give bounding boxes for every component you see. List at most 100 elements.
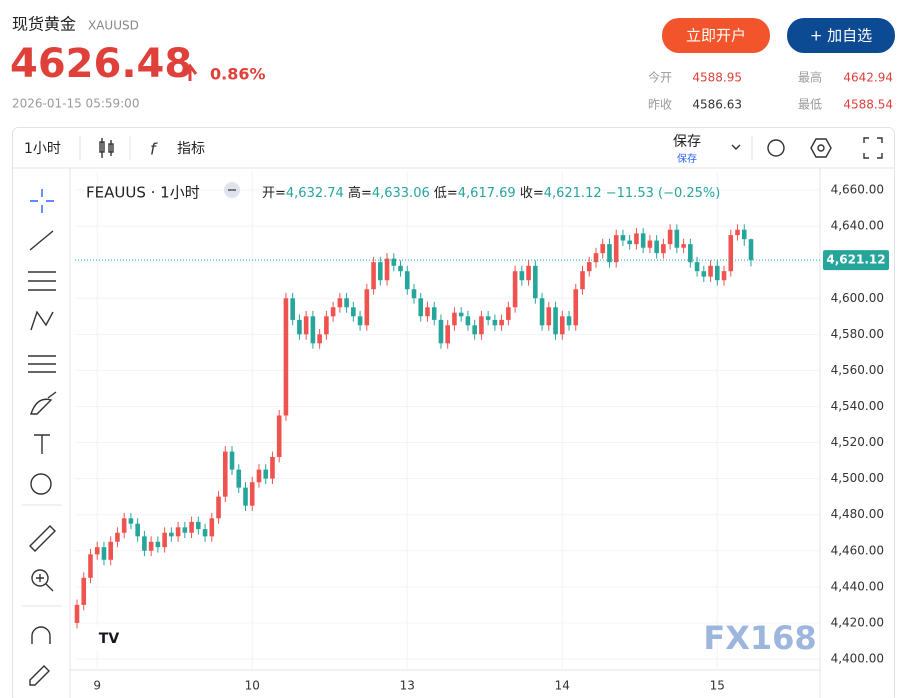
ohlc-label: 收=	[520, 186, 544, 201]
legend-title: FEAUUS · 1小时	[86, 184, 200, 202]
x-tick-label: 15	[710, 679, 725, 693]
candle-body	[661, 244, 666, 254]
watermark: FX168	[703, 619, 816, 657]
interval[interactable]: 1小时	[24, 141, 61, 157]
candle-body	[344, 298, 349, 308]
candle-body	[371, 262, 376, 290]
candle-body	[539, 298, 545, 326]
candle-body	[748, 239, 754, 261]
candle-body	[249, 482, 255, 506]
magnet-tool[interactable]	[31, 626, 51, 644]
candle-body	[155, 541, 161, 548]
ohlc-legend: 开=4,632.74 高=4,633.06 低=4,617.69 收=4,621…	[262, 185, 720, 201]
lock-tool[interactable]	[29, 665, 50, 686]
settings-icon[interactable]	[810, 138, 832, 158]
up-arrow	[182, 63, 198, 81]
watchlist-button[interactable]	[787, 18, 895, 53]
zoom-tool[interactable]	[31, 569, 49, 587]
candle-body	[364, 289, 370, 326]
candle-body	[290, 298, 295, 320]
candle-body	[148, 541, 154, 551]
candle-body	[337, 298, 343, 308]
open-account-button[interactable]	[662, 18, 770, 53]
crosshair-tool[interactable]	[30, 189, 54, 213]
stat-value: 4588.95	[692, 71, 742, 85]
candle-body	[458, 312, 464, 317]
candle-body	[728, 235, 734, 272]
emoji-tool[interactable]	[30, 473, 52, 495]
ruler-tool[interactable]	[29, 525, 56, 552]
candle-body	[418, 298, 424, 317]
stat-value: 4586.63	[692, 98, 742, 112]
candle-body	[674, 229, 680, 248]
candle-body	[708, 265, 713, 277]
y-tick-label: 4,520.00	[831, 435, 884, 449]
candle-body	[492, 319, 498, 326]
y-tick-label: 4,460.00	[831, 543, 884, 557]
x-tick-label: 10	[245, 679, 260, 693]
candle-body	[721, 271, 727, 281]
candle-body	[108, 541, 113, 560]
brush-tool[interactable]	[30, 391, 57, 415]
candle-body	[391, 258, 397, 266]
candle-body	[553, 307, 558, 335]
candle-body	[681, 244, 686, 248]
trend-line-tool[interactable]	[29, 230, 54, 251]
candle-body	[607, 244, 612, 263]
candle-body	[559, 316, 565, 335]
last-price-label: 4,621.12	[826, 253, 885, 267]
fx-icon[interactable]: f	[150, 140, 158, 159]
candle-body	[182, 527, 188, 533]
open-account-label[interactable]: 立即开户	[686, 27, 746, 45]
indicators[interactable]: 指标	[177, 141, 205, 157]
y-tick-label: 4,580.00	[831, 327, 884, 341]
candle-body	[600, 244, 606, 254]
projection-tool[interactable]	[28, 355, 56, 373]
candle-body	[270, 456, 275, 479]
candle-body	[634, 233, 639, 245]
candle-body	[115, 532, 120, 542]
watchlist-label[interactable]: + 加自选	[810, 27, 872, 45]
text-tool[interactable]	[34, 434, 50, 454]
candle-body	[694, 262, 700, 272]
candle-body	[452, 312, 457, 326]
candle-body	[297, 319, 302, 335]
save[interactable]: 保存	[673, 134, 701, 150]
ohlc-value: 4,621.12	[544, 186, 602, 201]
candle-body	[701, 271, 707, 277]
y-tick-label: 4,600.00	[831, 291, 884, 305]
candle-body	[573, 289, 579, 326]
candle-body	[101, 547, 107, 560]
settings-icon-dot	[817, 144, 825, 152]
candle-body	[688, 244, 693, 263]
y-tick-label: 4,400.00	[831, 651, 884, 665]
fullscreen-icon[interactable]	[863, 137, 883, 159]
candle-body	[465, 316, 471, 326]
candle-body	[202, 529, 208, 537]
ohlc-value: 4,633.06	[372, 186, 430, 201]
tv-logo: TV	[99, 631, 120, 647]
candle-body	[256, 469, 262, 483]
candle-body	[243, 487, 248, 506]
candle-body	[519, 271, 525, 281]
candle-body	[431, 307, 437, 320]
fib-tool[interactable]	[28, 271, 56, 291]
candle-body	[142, 536, 147, 551]
candle-body	[586, 262, 592, 272]
pattern-tool[interactable]	[30, 310, 54, 331]
last-price-tag	[823, 250, 889, 271]
candle-body	[512, 271, 518, 308]
timestamp: 2026-01-15 05:59:00	[12, 97, 139, 111]
candle-body	[640, 233, 646, 248]
candle-body	[404, 271, 410, 290]
candle-body	[196, 521, 201, 530]
price: 4626.48	[10, 41, 192, 87]
candle-body	[135, 523, 140, 537]
chevron[interactable]	[731, 144, 741, 150]
quick-search-icon[interactable]	[767, 139, 785, 157]
candle-body	[216, 496, 221, 519]
candle-body	[74, 604, 80, 623]
candle-body	[162, 532, 167, 548]
candle-type-icon[interactable]	[99, 138, 114, 158]
